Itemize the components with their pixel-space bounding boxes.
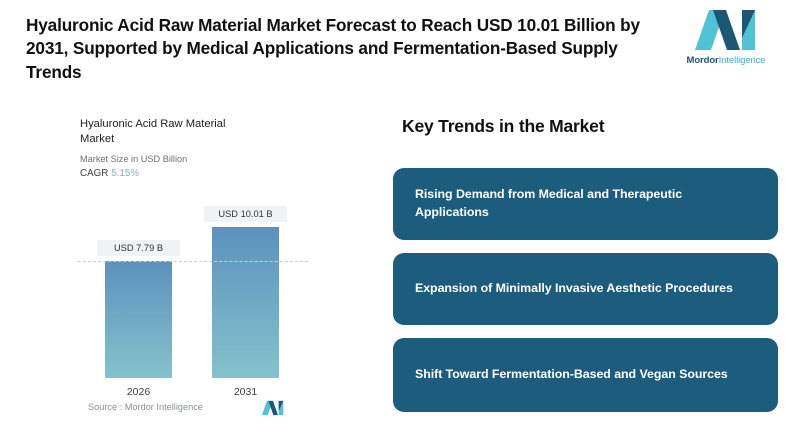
market-size-chart: Hyaluronic Acid Raw Material Market Mark… (0, 100, 370, 430)
page-header: Hyaluronic Acid Raw Material Market Fore… (0, 0, 800, 92)
logo-word-mordor: Mordor (686, 55, 719, 66)
trend-card-label: Expansion of Minimally Invasive Aestheti… (415, 281, 733, 296)
x-axis-label-2026: 2026 (126, 386, 151, 398)
chart-cagr: CAGR 5.15% (80, 168, 139, 179)
cagr-label: CAGR (80, 168, 109, 179)
chart-title: Hyaluronic Acid Raw Material Market (80, 118, 226, 145)
trend-card-1[interactable]: Rising Demand from Medical and Therapeut… (393, 168, 778, 240)
bar-value-label-2026: USD 7.79 B (97, 239, 180, 256)
key-trends-panel: Key Trends in the Market Rising Demand f… (390, 100, 782, 430)
x-axis-label-2031: 2031 (233, 386, 258, 398)
trend-card-label: Rising Demand from Medical and Therapeut… (415, 187, 683, 219)
bar-2026[interactable] (105, 260, 172, 378)
bar-value-label-2031: USD 10.01 B (204, 206, 287, 223)
mordor-intelligence-logo: MordorIntelligence (668, 8, 784, 66)
trend-card-2[interactable]: Expansion of Minimally Invasive Aestheti… (393, 253, 778, 325)
source-mordor-logo-icon (262, 400, 284, 416)
mordor-logo-icon (695, 10, 755, 50)
bar-2031[interactable] (212, 227, 279, 378)
cagr-value: 5.15% (111, 168, 140, 179)
chart-source: Source : Mordor Intelligence (88, 402, 203, 412)
mordor-logo-wordmark: MordorIntelligence (668, 55, 784, 66)
page-title: Hyaluronic Acid Raw Material Market Fore… (26, 15, 640, 82)
trend-card-3[interactable]: Shift Toward Fermentation-Based and Vega… (393, 338, 778, 412)
logo-word-intelligence: Intelligence (718, 55, 766, 66)
key-trends-heading: Key Trends in the Market (402, 116, 605, 136)
reference-line (78, 260, 308, 262)
trend-card-label: Shift Toward Fermentation-Based and Vega… (415, 367, 728, 382)
chart-plot-area: USD 7.79 B 2026 USD 10.01 B 2031 (0, 100, 370, 430)
chart-subtitle: Market Size in USD Billion (80, 154, 188, 164)
